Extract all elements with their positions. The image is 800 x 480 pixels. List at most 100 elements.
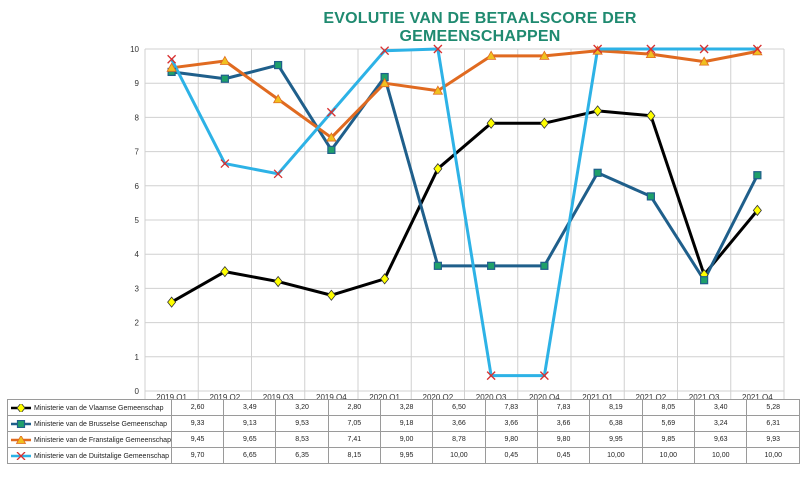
y-tick-label: 5 [135, 216, 140, 225]
data-point-series-4 [16, 451, 26, 460]
x-tick-label: 2019 Q1 [156, 393, 187, 400]
y-tick-label: 9 [135, 79, 140, 88]
data-label: 10,00 [432, 447, 486, 464]
x-tick-label: 2021 Q4 [742, 393, 773, 400]
data-point-series-4 [326, 107, 336, 117]
data-point-series-3 [166, 62, 177, 72]
y-tick-label: 10 [130, 45, 139, 54]
data-point-series-1 [326, 289, 336, 301]
data-point-series-3 [698, 56, 710, 66]
data-label: 3,28 [379, 399, 434, 416]
data-label: 8,19 [589, 399, 643, 416]
x-tick-label: 2021 Q1 [582, 393, 613, 400]
data-point-series-2 [753, 171, 762, 180]
data-label: 8,05 [641, 399, 696, 416]
data-label: 9,80 [536, 431, 591, 448]
x-tick-label: 2019 Q4 [316, 393, 347, 400]
data-point-series-3 [15, 435, 27, 444]
data-label: 9,63 [694, 431, 748, 448]
data-label: 10,00 [694, 447, 748, 464]
data-label: 6,38 [589, 415, 643, 432]
data-point-series-1 [486, 117, 496, 129]
data-label: 9,95 [379, 447, 434, 464]
series-line-4 [170, 47, 758, 378]
data-label: 3,20 [275, 399, 329, 416]
data-label: 9,65 [223, 431, 277, 448]
data-point-series-1 [380, 273, 390, 285]
data-point-series-2 [433, 261, 442, 270]
data-label: 7,41 [327, 431, 381, 448]
data-label: 9,00 [379, 431, 434, 448]
y-tick-label: 2 [135, 319, 140, 328]
data-point-series-2 [646, 192, 655, 201]
data-label: 3,66 [484, 415, 538, 432]
data-label: 9,85 [641, 431, 696, 448]
series-name: Ministerie van de Brusselse Gemeenschap [34, 420, 168, 428]
series-line-1 [170, 109, 759, 304]
x-tick-label: 2021 Q2 [636, 393, 667, 400]
data-point-series-1 [220, 266, 230, 278]
data-label: 9,70 [170, 447, 225, 464]
data-point-series-1 [433, 163, 443, 175]
data-label: 0,45 [536, 447, 591, 464]
y-tick-label: 0 [135, 387, 140, 396]
data-point-series-2 [220, 74, 229, 83]
table-row: Ministerie van de Brusselse Gemeenschap 9… [7, 415, 800, 432]
chart-title: EVOLUTIE VAN DE BETAALSCORE DER GEMEENSC… [323, 10, 637, 45]
y-tick-label: 6 [135, 182, 140, 191]
legend-key-series-1 [11, 403, 31, 412]
data-label: 8,78 [432, 431, 486, 448]
table-row: Ministerie van de Duitstalige Gemeenscha… [7, 447, 800, 464]
y-tick-label: 8 [135, 113, 140, 122]
data-table: Ministerie van de Vlaamse Gemeenschap 2,6… [7, 399, 800, 464]
data-point-series-4 [593, 44, 603, 54]
data-label: 8,53 [275, 431, 329, 448]
data-point-series-2 [487, 261, 496, 270]
x-tick-label: 2021 Q3 [689, 393, 720, 400]
data-label: 8,15 [327, 447, 381, 464]
data-point-series-3 [645, 48, 657, 59]
data-point-series-1 [167, 296, 177, 308]
data-point-series-2 [540, 261, 549, 270]
data-point-series-4 [167, 54, 177, 64]
data-point-series-1 [539, 117, 549, 129]
data-point-series-1 [646, 110, 656, 122]
line-chart: 0 1 2 3 4 5 6 7 8 9 10 2019 Q1 2019 Q2 2019 Q3 2019 Q… [130, 44, 785, 400]
data-label: 3,40 [694, 399, 748, 416]
data-label: 9,53 [275, 415, 329, 432]
series-line-2 [171, 63, 759, 282]
data-label: 7,05 [327, 415, 381, 432]
data-point-series-4 [539, 371, 549, 381]
series-legend-cell: Ministerie van de Duitstalige Gemeenscha… [7, 447, 172, 464]
data-label: 10,00 [589, 447, 643, 464]
y-tick-label: 1 [135, 353, 140, 362]
data-label: 7,83 [536, 399, 591, 416]
data-point-series-4 [486, 371, 496, 381]
data-point-series-4 [273, 169, 283, 179]
data-point-series-2 [700, 276, 709, 285]
x-tick-label: 2020 Q4 [529, 393, 560, 400]
data-label: 2,80 [327, 399, 381, 416]
table-row: Ministerie van de Vlaamse Gemeenschap 2,6… [7, 399, 800, 416]
data-point-series-4 [220, 159, 230, 169]
y-tick-label: 3 [135, 284, 140, 293]
x-tick-label: 2019 Q2 [210, 393, 241, 400]
data-point-series-2 [327, 145, 336, 154]
data-point-series-3 [379, 77, 390, 88]
table-row: Ministerie van de Franstalige Gemeenscha… [7, 431, 800, 448]
series-name: Ministerie van de Franstalige Gemeenscha… [34, 436, 171, 444]
data-label: 9,33 [170, 415, 225, 432]
data-label: 10,00 [746, 447, 800, 464]
x-tick-label: 2020 Q1 [369, 393, 400, 400]
data-label: 6,50 [432, 399, 486, 416]
y-tick-label: 4 [135, 250, 140, 259]
data-point-series-2 [16, 419, 26, 428]
data-point-series-3 [219, 55, 231, 65]
data-point-series-3 [272, 93, 284, 104]
data-label: 3,66 [432, 415, 486, 432]
data-label: 0,45 [484, 447, 538, 464]
series-name: Ministerie van de Duitstalige Gemeenscha… [34, 452, 170, 460]
data-label: 7,83 [484, 399, 538, 416]
series-line-3 [171, 49, 758, 140]
data-point-series-3 [592, 45, 603, 55]
